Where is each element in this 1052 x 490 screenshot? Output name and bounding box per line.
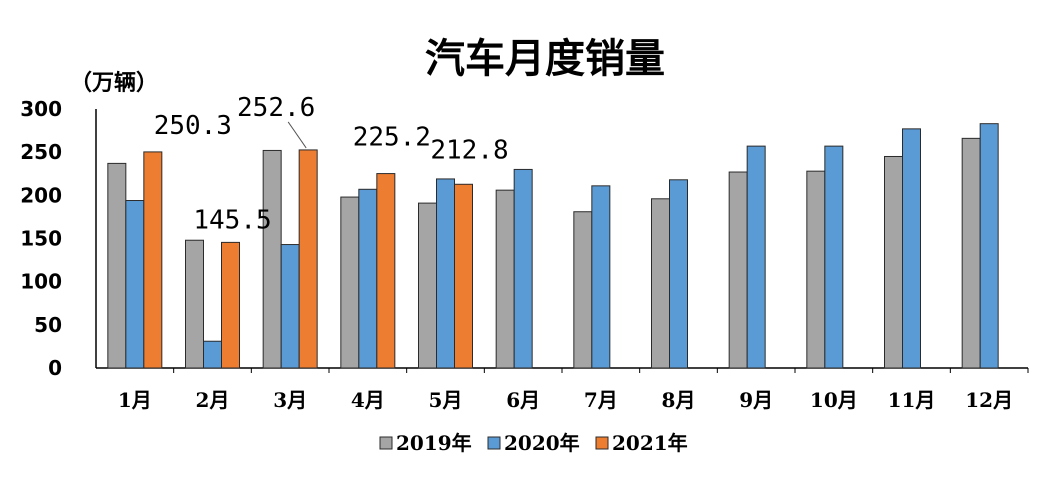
data-labels: 250.3 145.5 252.6 225.2 212.8 (154, 93, 509, 235)
bar (185, 239, 204, 369)
bar (513, 168, 533, 369)
y-tick-label: 150 (20, 227, 62, 251)
data-label: 145.5 (193, 205, 271, 235)
y-tick-label: 0 (48, 356, 62, 380)
bar (143, 151, 163, 369)
bar (979, 123, 999, 369)
data-label: 225.2 (353, 123, 431, 153)
y-tick-label: 100 (20, 270, 62, 294)
data-label: 212.8 (430, 135, 508, 165)
bar (806, 170, 826, 369)
bar (340, 196, 360, 369)
bar (358, 188, 378, 369)
bars (107, 123, 999, 369)
leader-line (287, 121, 307, 149)
bar (376, 173, 396, 369)
x-tick-label: 5月 (429, 388, 463, 412)
legend-label: 2021年 (612, 431, 688, 455)
x-tick-label: 11月 (888, 388, 936, 412)
x-tick-label: 7月 (584, 388, 618, 412)
y-tick-label: 50 (34, 313, 62, 337)
bar (573, 211, 593, 369)
legend-swatch (487, 436, 501, 450)
y-tick-label: 300 (20, 97, 62, 121)
bar (591, 185, 611, 369)
bar (203, 340, 222, 369)
legend-swatch (595, 436, 609, 450)
bar (669, 179, 688, 369)
bar (728, 171, 748, 369)
x-tick-label: 2月 (196, 388, 230, 412)
bar (902, 128, 921, 369)
bar (221, 241, 240, 369)
bar (125, 200, 145, 369)
bar (298, 149, 318, 369)
x-tick-label: 6月 (506, 388, 540, 412)
y-tick-label: 250 (20, 140, 62, 164)
bar (262, 149, 282, 369)
x-tick-label: 4月 (351, 388, 385, 412)
y-tick-label: 200 (20, 183, 62, 207)
x-tick-label: 1月 (118, 388, 152, 412)
x-tick-label: 10月 (810, 388, 858, 412)
x-tick-label: 8月 (662, 388, 696, 412)
bar (495, 189, 515, 369)
bar (107, 162, 127, 369)
legend-swatch (379, 436, 393, 450)
chart-title: 汽车月度销量 (425, 36, 665, 82)
bar (961, 137, 981, 369)
bar (280, 244, 300, 369)
bar (884, 155, 903, 369)
legend-label: 2019年 (396, 431, 472, 455)
bar (824, 145, 844, 369)
bar (651, 198, 670, 369)
bar (418, 202, 437, 369)
data-label: 250.3 (154, 111, 232, 141)
data-label: 252.6 (237, 93, 315, 123)
x-tick-label: 9月 (739, 388, 773, 412)
x-tick-label: 3月 (273, 388, 307, 412)
bar (436, 178, 455, 369)
legend-label: 2020年 (504, 431, 580, 455)
axes: 0 50 100 150 200 250 300 1月 2月 3月 4月 5月 6月 7月 8月 9月 10月 1… (20, 97, 1029, 412)
y-axis-unit-label: （万辆） (70, 70, 158, 96)
bar (454, 183, 473, 369)
legend: 2019年 2020年 2021年 (379, 431, 688, 455)
bar (746, 145, 766, 369)
x-tick-label: 12月 (965, 388, 1013, 412)
